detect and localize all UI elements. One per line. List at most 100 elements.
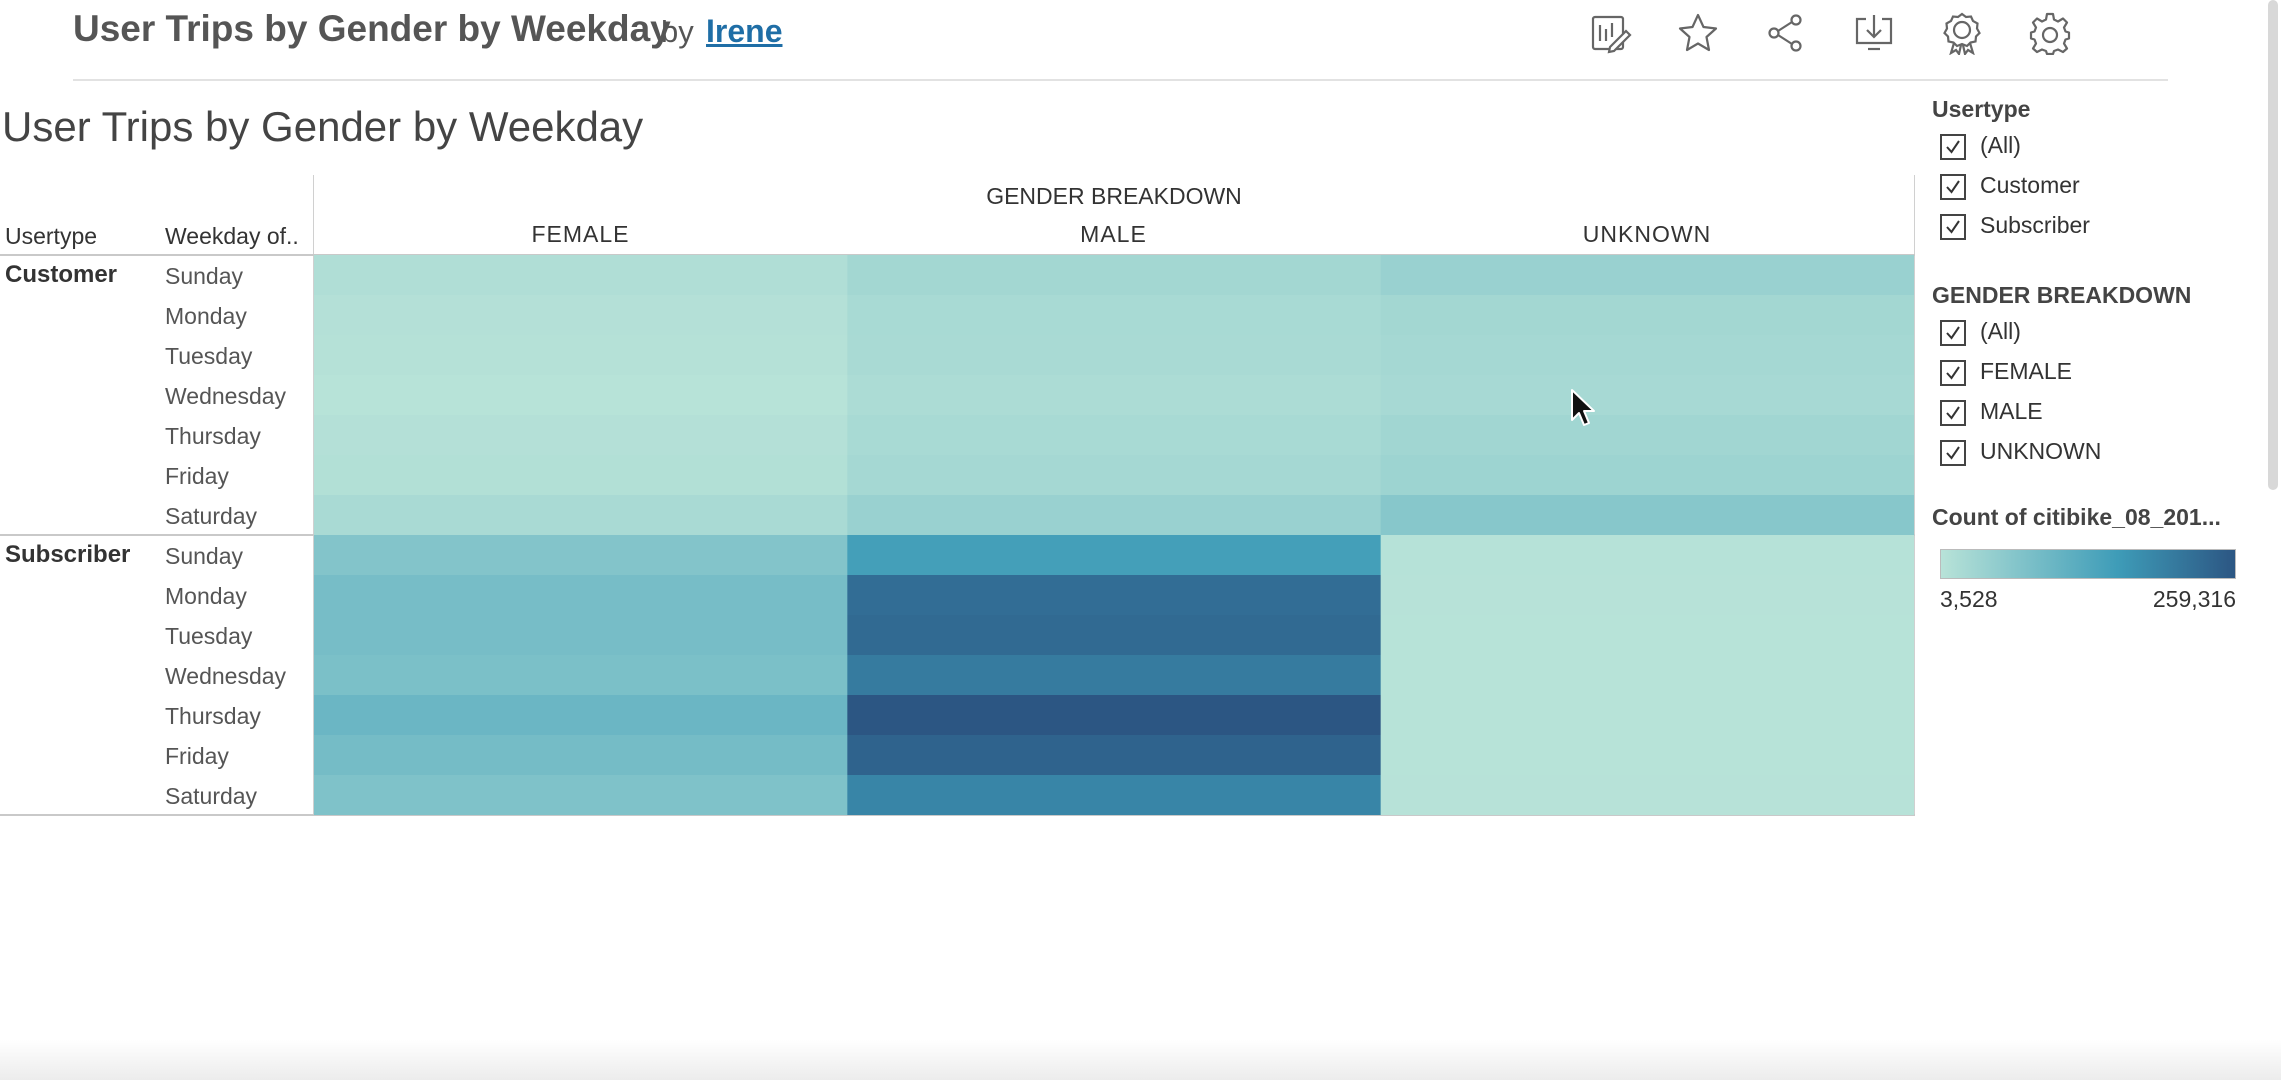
weekday-label[interactable]: Saturday [165,783,258,809]
heatmap-cell[interactable] [1380,375,1914,416]
checkbox[interactable] [1940,360,1966,386]
weekday-label[interactable]: Monday [165,303,247,329]
checkbox[interactable] [1940,214,1966,240]
heatmap-cell[interactable] [847,535,1382,576]
legend-min-value: 3,528 [1940,586,1998,612]
color-legend-ramp [1940,549,2236,579]
heatmap-cell[interactable] [1380,415,1914,456]
download-icon[interactable] [1852,11,1900,59]
weekday-label[interactable]: Friday [165,743,229,769]
weekday-label[interactable]: Saturday [165,503,258,529]
weekday-label[interactable]: Friday [165,463,229,489]
heatmap-cell[interactable] [1380,775,1914,815]
column-header-female[interactable]: FEMALE [531,221,630,247]
heatmap-cell[interactable] [314,495,848,536]
heatmap-cell[interactable] [847,775,1382,815]
heatmap-cell[interactable] [847,695,1382,736]
star-icon[interactable] [1676,11,1724,59]
page-header: User Trips by Gender by Weekday by Irene [73,0,2168,81]
heatmap-cell[interactable] [847,455,1382,496]
edit-view-icon[interactable] [1588,11,1636,59]
color-legend-title: Count of citibike_08_201... [1932,504,2221,530]
heatmap-cell[interactable] [1380,495,1914,536]
heatmap-cell[interactable] [1380,455,1914,496]
heatmap-cell[interactable] [314,575,848,616]
heatmap-cell[interactable] [847,255,1382,296]
page-title: User Trips by Gender by Weekday [73,8,671,49]
checkbox-label: UNKNOWN [1980,438,2102,464]
heatmap-cell[interactable] [847,495,1382,536]
gender-breakdown-header: GENDER BREAKDOWN [986,183,1242,209]
weekday-label[interactable]: Tuesday [165,623,253,649]
mouse-cursor-icon [1571,389,1595,426]
heatmap-cell[interactable] [1380,735,1914,776]
checkbox-label: (All) [1980,132,2021,158]
weekday-label[interactable]: Wednesday [165,383,287,409]
heatmap-cell[interactable] [847,735,1382,776]
weekday-label[interactable]: Tuesday [165,343,253,369]
table-bottom-border [0,814,1915,816]
checkbox[interactable] [1940,320,1966,346]
column-header-male[interactable]: MALE [1080,221,1147,247]
weekday-label[interactable]: Wednesday [165,663,287,689]
header-divider [313,175,314,816]
heatmap-cell[interactable] [1380,535,1914,576]
award-icon[interactable] [1940,11,1988,59]
column-header-unknown[interactable]: UNKNOWN [1582,221,1712,247]
heatmap-cell[interactable] [1380,335,1914,376]
column-header-weekday[interactable]: Weekday of.. [165,223,299,249]
heatmap-cell[interactable] [847,295,1382,336]
heatmap-cell[interactable] [314,335,848,376]
heatmap-cell[interactable] [314,535,848,576]
share-icon[interactable] [1764,11,1812,59]
heatmap-cell[interactable] [1380,575,1914,616]
heatmap-cell[interactable] [1380,295,1914,336]
heatmap-cell[interactable] [847,375,1382,416]
heatmap-cell[interactable] [314,295,848,336]
weekday-label[interactable]: Sunday [165,263,244,289]
gear-icon[interactable] [2028,11,2076,59]
checkbox-label: (All) [1980,318,2021,344]
checkbox-label: FEMALE [1980,358,2073,384]
heatmap-cell[interactable] [847,415,1382,456]
heatmap-cell[interactable] [1380,615,1914,656]
heatmap-cell[interactable] [1380,695,1914,736]
legend-max-value: 259,316 [2152,586,2236,612]
weekday-label[interactable]: Thursday [165,423,261,449]
heatmap-cell[interactable] [314,735,848,776]
checkbox[interactable] [1940,134,1966,160]
scrollbar-thumb[interactable] [2268,0,2278,490]
heatmap-cell[interactable] [314,455,848,496]
heatmap-cell[interactable] [847,655,1382,696]
heatmap-cell[interactable] [314,415,848,456]
usertype-label-subscriber[interactable]: Subscriber [5,541,131,568]
heatmap-cell[interactable] [314,655,848,696]
checkbox[interactable] [1940,400,1966,426]
heatmap-cell[interactable] [314,375,848,416]
heatmap-cell[interactable] [847,575,1382,616]
weekday-label[interactable]: Sunday [165,543,244,569]
author-link[interactable]: Irene [706,13,783,49]
usertype-label-customer[interactable]: Customer [5,261,118,288]
checkbox[interactable] [1940,440,1966,466]
weekday-label[interactable]: Monday [165,583,247,609]
checkbox-label: Subscriber [1980,212,2090,238]
heatmap-cell[interactable] [1380,655,1914,696]
toolbar [1588,11,2158,59]
checkbox-label: Customer [1980,172,2080,198]
heatmap-cell[interactable] [847,615,1382,656]
heatmap-cell[interactable] [1380,255,1914,296]
column-header-usertype[interactable]: Usertype [5,223,98,249]
checkbox[interactable] [1940,174,1966,200]
heatmap-cell[interactable] [314,775,848,815]
weekday-label[interactable]: Thursday [165,703,261,729]
viz-title: User Trips by Gender by Weekday [2,103,644,150]
heatmap-cell[interactable] [314,255,848,296]
by-text: by [661,14,694,49]
heatmap-cell[interactable] [847,335,1382,376]
heatmap [314,255,1914,815]
heatmap-cell[interactable] [314,695,848,736]
gender-filter-title: GENDER BREAKDOWN [1932,282,2192,308]
page-bottom-fade [0,1040,2281,1080]
heatmap-cell[interactable] [314,615,848,656]
